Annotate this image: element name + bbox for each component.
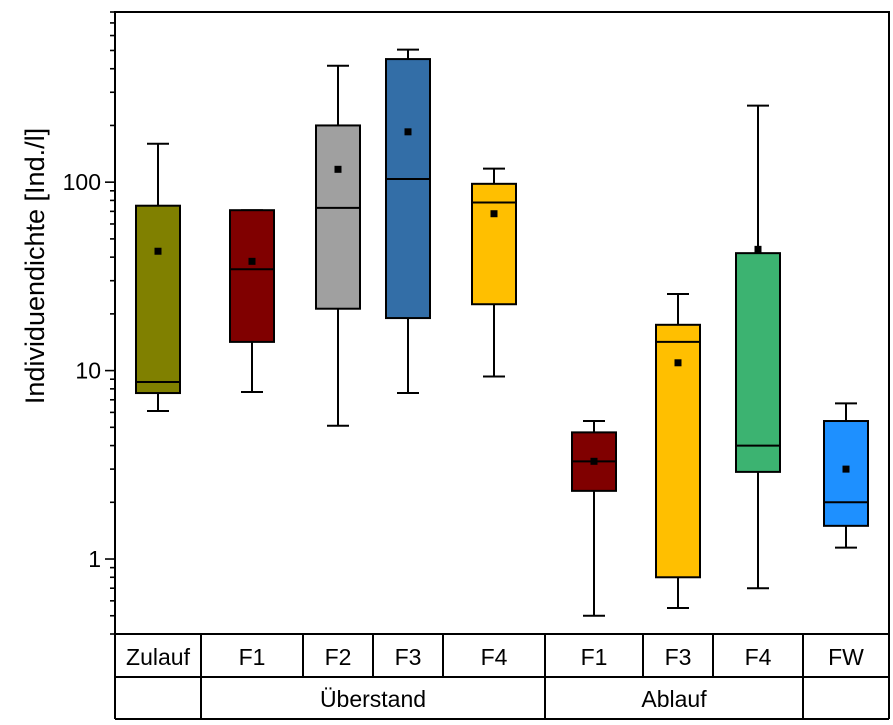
box-body xyxy=(135,204,181,395)
category-label: F4 xyxy=(745,644,772,670)
box-body xyxy=(315,124,361,310)
box-zulauf xyxy=(135,142,181,413)
mean-marker xyxy=(490,210,498,218)
box-ablauf-f1 xyxy=(571,420,617,617)
box-body xyxy=(385,58,431,320)
y-tick-label: 1 xyxy=(88,546,101,572)
category-label: F3 xyxy=(665,644,692,670)
category-label: F1 xyxy=(581,644,608,670)
category-label: F4 xyxy=(481,644,508,670)
y-axis-label: Individuendichte [Ind./l] xyxy=(20,128,50,404)
box-ablauf-f4 xyxy=(735,104,781,590)
box-überstand-f4 xyxy=(471,167,517,378)
mean-marker xyxy=(334,165,342,173)
box-überstand-f3 xyxy=(385,48,431,395)
box-body xyxy=(229,209,275,343)
mean-marker xyxy=(674,359,682,367)
y-tick-label: 100 xyxy=(63,169,101,195)
mean-marker xyxy=(754,245,762,253)
box-series xyxy=(135,48,869,617)
mean-marker xyxy=(154,247,162,255)
y-tick-label: 10 xyxy=(75,358,101,384)
box-überstand-f2 xyxy=(315,64,361,427)
box-ablauf-f3 xyxy=(655,292,701,609)
box-fw xyxy=(823,402,869,549)
category-label: Zulauf xyxy=(126,644,191,670)
box-body xyxy=(823,420,869,527)
mean-marker xyxy=(248,257,256,265)
box-body xyxy=(471,182,517,306)
group-label: Ablauf xyxy=(641,686,707,712)
mean-marker xyxy=(590,457,598,465)
box-body xyxy=(735,252,781,473)
mean-marker xyxy=(842,465,850,473)
category-label: F2 xyxy=(325,644,352,670)
box-überstand-f1 xyxy=(229,209,275,393)
category-label: F3 xyxy=(395,644,422,670)
category-label-table: Zulauf F1 F2 F3 F4 F1 F3 F4 FW Überstand Ablauf xyxy=(114,633,890,720)
mean-marker xyxy=(404,128,412,136)
category-label: FW xyxy=(828,644,864,670)
group-label: Überstand xyxy=(320,686,426,712)
box-body xyxy=(655,323,701,579)
category-label: F1 xyxy=(239,644,266,670)
